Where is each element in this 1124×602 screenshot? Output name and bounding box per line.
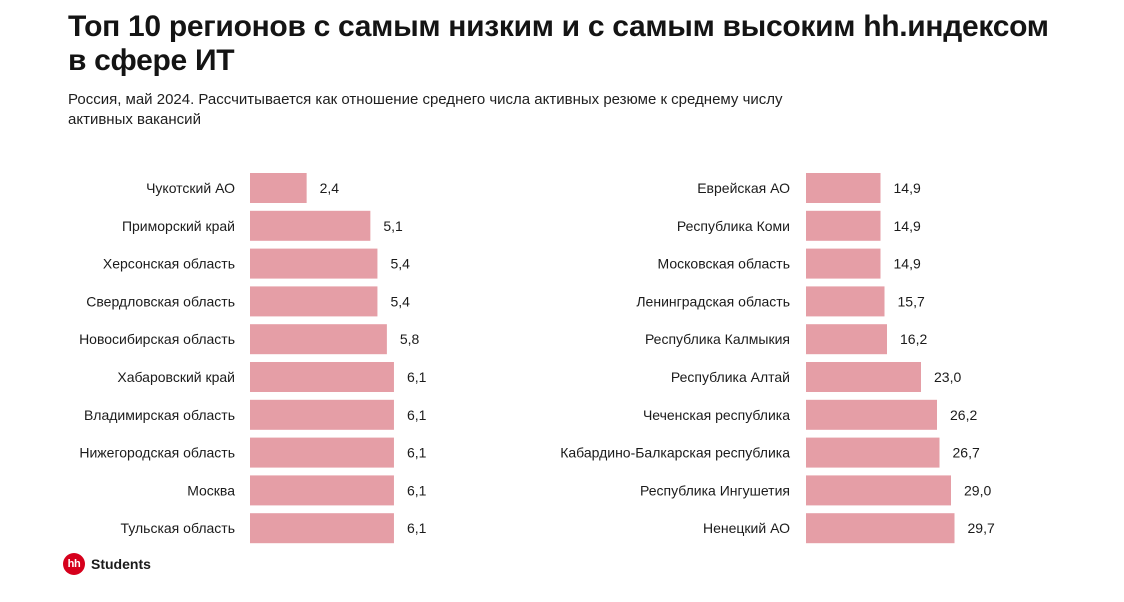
category-label: Приморский край xyxy=(122,218,235,234)
category-label: Республика Коми xyxy=(677,218,790,234)
data-label: 2,4 xyxy=(320,180,340,196)
data-label: 29,7 xyxy=(968,520,995,536)
data-label: 5,8 xyxy=(400,331,420,347)
data-label: 14,9 xyxy=(894,218,921,234)
hh-students-logo: hh Students xyxy=(63,553,151,575)
category-label: Владимирская область xyxy=(84,407,235,423)
data-label: 5,4 xyxy=(390,293,410,309)
category-label: Чукотский АО xyxy=(146,180,235,196)
data-label: 14,9 xyxy=(894,256,921,272)
bar xyxy=(250,399,394,430)
chart-panel-highest: Еврейская АО 14,9 Республика Коми 14,9 Моско… xyxy=(560,173,995,544)
category-label: Еврейская АО xyxy=(697,180,790,196)
bar xyxy=(806,513,955,544)
data-label: 15,7 xyxy=(898,293,925,309)
bar xyxy=(250,210,371,241)
category-label: Республика Калмыкия xyxy=(645,331,790,347)
category-label: Нижегородская область xyxy=(79,445,235,461)
data-label: 6,1 xyxy=(407,407,427,423)
bar xyxy=(806,248,881,279)
bar xyxy=(250,286,378,317)
category-label: Москва xyxy=(187,482,235,498)
category-label: Московская область xyxy=(658,256,790,272)
bar xyxy=(806,286,885,317)
bar xyxy=(250,173,307,203)
chart-panel-lowest: Чукотский АО 2,4 Приморский край 5,1 Херсонс… xyxy=(79,173,427,544)
bar xyxy=(806,399,937,430)
bar xyxy=(250,248,378,279)
bar xyxy=(250,362,394,392)
hh-logo-icon: hh xyxy=(63,553,85,575)
category-label: Кабардино-Балкарская республика xyxy=(560,445,790,461)
data-label: 26,2 xyxy=(950,407,977,423)
bar xyxy=(250,437,394,468)
category-label: Херсонская область xyxy=(103,256,235,272)
category-label: Ненецкий АО xyxy=(703,520,790,536)
bar xyxy=(806,437,940,468)
data-label: 14,9 xyxy=(894,180,921,196)
category-label: Хабаровский край xyxy=(117,369,235,385)
data-label: 29,0 xyxy=(964,482,991,498)
data-label: 6,1 xyxy=(407,445,427,461)
category-label: Чеченская республика xyxy=(643,407,790,423)
category-label: Республика Ингушетия xyxy=(640,482,790,498)
category-label: Ленинградская область xyxy=(636,293,790,309)
data-label: 6,1 xyxy=(407,520,427,536)
bar xyxy=(250,513,394,544)
data-label: 6,1 xyxy=(407,482,427,498)
category-label: Свердловская область xyxy=(86,293,235,309)
logo-text: Students xyxy=(91,556,151,572)
bar xyxy=(806,210,881,241)
bar xyxy=(806,362,921,392)
bar xyxy=(806,475,951,506)
category-label: Новосибирская область xyxy=(79,331,235,347)
data-label: 23,0 xyxy=(934,369,961,385)
bar xyxy=(806,173,881,203)
data-label: 5,4 xyxy=(390,256,410,272)
data-label: 6,1 xyxy=(407,369,427,385)
chart-title: Топ 10 регионов с самым низким и с самым… xyxy=(68,10,1049,77)
category-label: Республика Алтай xyxy=(671,369,790,385)
bar xyxy=(806,324,887,355)
bar xyxy=(250,475,394,506)
chart-subtitle: Россия, май 2024. Рассчитывается как отн… xyxy=(68,91,783,128)
data-label: 5,1 xyxy=(383,218,403,234)
data-label: 16,2 xyxy=(900,331,927,347)
category-label: Тульская область xyxy=(121,520,235,536)
bar xyxy=(250,324,387,355)
data-label: 26,7 xyxy=(953,445,980,461)
